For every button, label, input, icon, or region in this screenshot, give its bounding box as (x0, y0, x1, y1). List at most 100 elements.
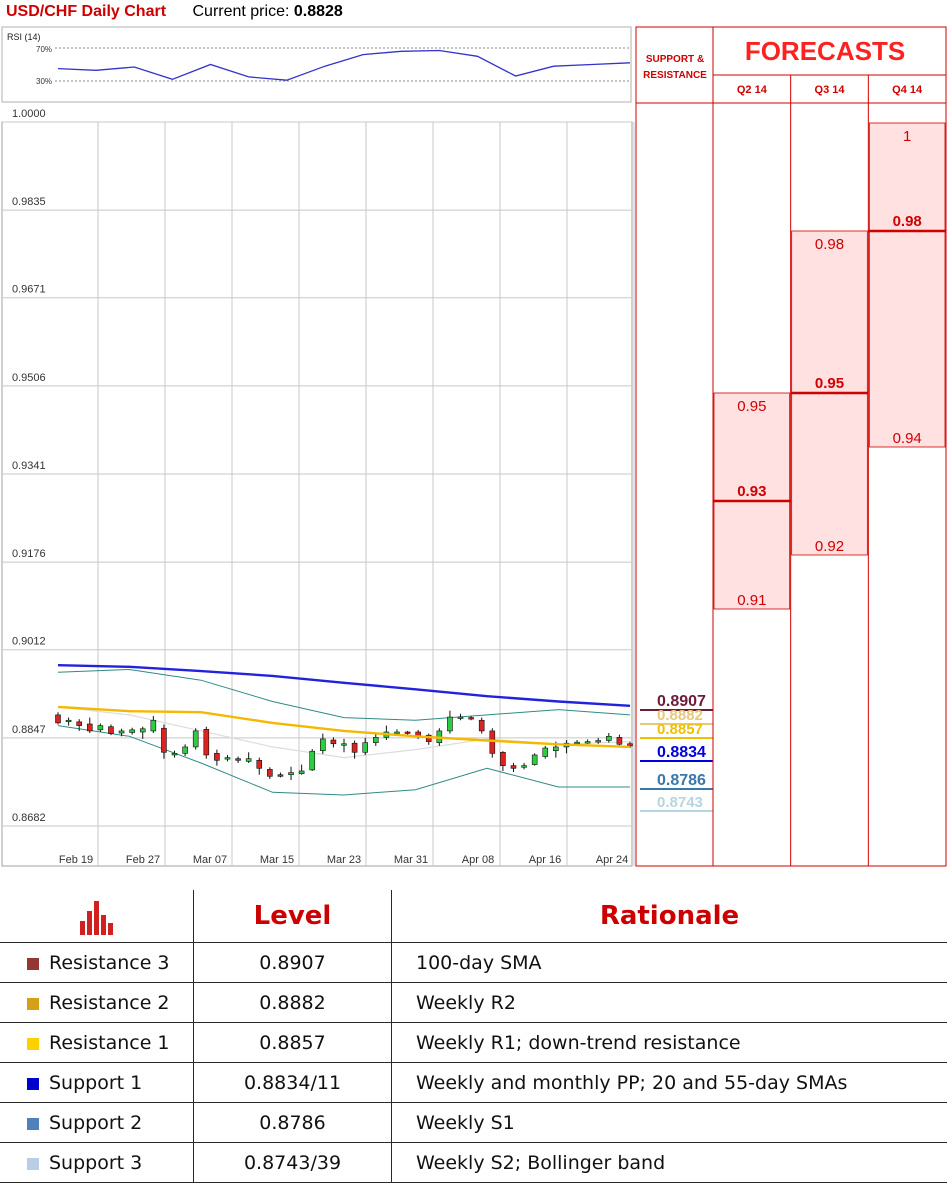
y-tick-label: 0.8847 (12, 724, 46, 736)
chart-title: USD/CHF Daily Chart (6, 3, 167, 20)
candle (224, 754, 231, 762)
candle-body (510, 765, 517, 769)
candle-body (182, 746, 188, 754)
support-label-line2: RESISTANCE (643, 70, 707, 81)
x-tick-label: Feb 27 (126, 854, 160, 866)
forecast-low-value: 0.92 (815, 538, 844, 555)
price-panel-frame (1, 121, 633, 867)
candle (404, 730, 411, 736)
level-rationale: Weekly R2 (391, 982, 947, 1023)
color-swatch (27, 1117, 39, 1130)
candle (161, 724, 167, 759)
rsi-label: RSI (14) (7, 32, 41, 42)
rsi-30-label: 30% (36, 77, 52, 86)
candle-body (372, 737, 379, 743)
candle (542, 745, 549, 759)
level-marker-label: 0.8834 (657, 744, 706, 761)
forecast-high-value: 0.98 (815, 236, 844, 253)
sma200-line (57, 664, 631, 707)
bollinger-lower-line (57, 725, 630, 796)
candle-body (341, 743, 347, 746)
sma55-line (57, 705, 631, 749)
candle (108, 724, 114, 736)
candle-body (521, 765, 527, 768)
table-header-row: Level Rationale (0, 890, 947, 943)
candle-body (404, 731, 411, 734)
candle-body (595, 740, 602, 743)
candle (616, 734, 623, 746)
candle (203, 726, 210, 759)
forecast-mid-value: 0.98 (893, 213, 922, 230)
forecast-high-value: 1 (903, 128, 911, 145)
level-value: 0.8786 (193, 1102, 392, 1143)
forecast-panel-frame (712, 26, 947, 867)
candle (298, 764, 305, 775)
candle-body (161, 727, 167, 753)
level-marker-label: 0.8857 (657, 721, 703, 738)
candle-body (531, 754, 538, 765)
x-tick-label: Mar 31 (394, 854, 428, 866)
candle-body (394, 731, 400, 734)
candle (288, 766, 294, 781)
candle-body (447, 716, 453, 732)
level-rationale: Weekly S1 (391, 1102, 947, 1143)
y-tick-label: 0.9506 (12, 372, 46, 384)
candle (214, 749, 220, 766)
candle-body (203, 729, 210, 756)
candle-body (574, 741, 580, 744)
candle (510, 762, 517, 773)
candle-body (320, 738, 326, 751)
level-name: Resistance 1 (49, 1031, 170, 1054)
candle (118, 728, 125, 737)
candle (192, 728, 199, 750)
candle (139, 726, 146, 739)
x-tick-label: Mar 15 (260, 854, 294, 866)
table-row: Resistance 3 0.8907 100-day SMA (0, 942, 947, 983)
candle-body (55, 714, 61, 724)
candle-body (616, 737, 623, 745)
candle (150, 715, 157, 734)
candle-body (267, 769, 273, 777)
x-tick-label: Apr 24 (596, 854, 628, 866)
candle-body (118, 730, 125, 734)
candle (320, 733, 326, 754)
candle (521, 762, 527, 770)
candle-body (330, 739, 337, 745)
candle (457, 713, 464, 721)
table-row: Support 1 0.8834/11 Weekly and monthly P… (0, 1062, 947, 1103)
candle-body (171, 753, 178, 756)
color-swatch (27, 1157, 39, 1170)
level-rationale: Weekly and monthly PP; 20 and 55-day SMA… (391, 1062, 947, 1103)
candle (129, 727, 135, 735)
candle-body (76, 721, 82, 726)
candle (256, 757, 263, 775)
color-swatch (27, 997, 39, 1010)
table-header-rationale: Rationale (391, 890, 947, 943)
x-tick-label: Apr 16 (529, 854, 561, 866)
forecast-mid-value: 0.95 (815, 375, 844, 392)
candle (341, 738, 347, 753)
bollinger-upper-line (57, 668, 631, 721)
level-rationale: 100-day SMA (391, 942, 947, 983)
candle (309, 749, 316, 771)
y-tick-label: 0.9176 (12, 548, 46, 560)
forecast-quarter-label: Q2 14 (737, 84, 768, 96)
bar-chart-icon (79, 901, 113, 935)
forecast-high-value: 0.95 (737, 398, 766, 415)
candle (76, 719, 82, 731)
x-tick-label: Feb 19 (59, 854, 93, 866)
candle (245, 752, 252, 763)
candle-body (86, 723, 93, 732)
levels-table: Level Rationale Resistance 3 0.8907 100-… (0, 890, 947, 1183)
current-price-label: Current price: (192, 3, 290, 20)
candle-body (542, 747, 549, 757)
chart-area: RSI (14) 70% 30% 1.0000 0.9835 0.9671 0.9506 0.… (1, 26, 947, 867)
candle-body (192, 730, 199, 748)
candle-body (108, 726, 114, 734)
candle (55, 712, 61, 725)
candle-body (288, 772, 294, 776)
color-swatch (27, 1077, 39, 1090)
table-header-level: Level (193, 890, 392, 943)
candle-body (362, 742, 368, 753)
y-tick-label: 0.9835 (12, 196, 46, 208)
